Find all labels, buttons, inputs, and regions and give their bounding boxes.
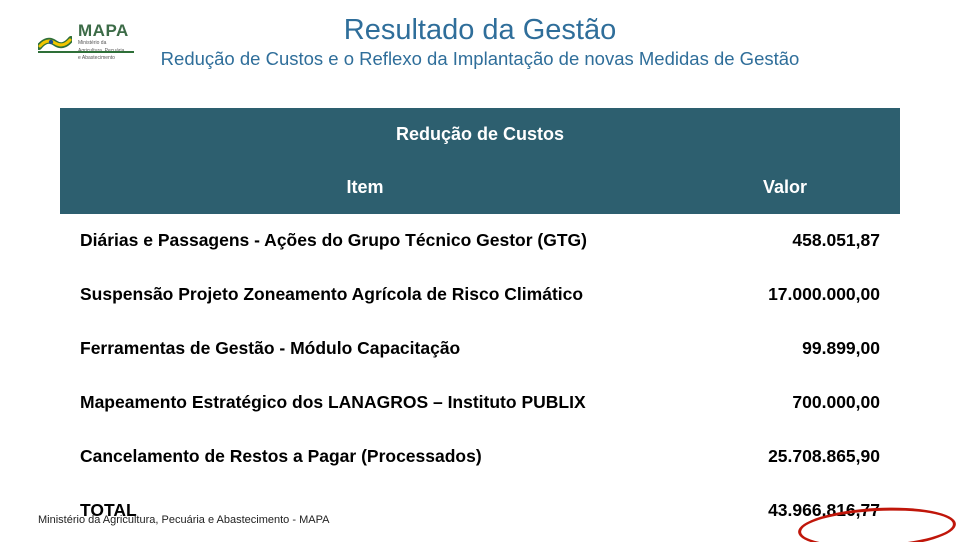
row-label: Diárias e Passagens - Ações do Grupo Téc… bbox=[60, 214, 670, 268]
col-valor: Valor bbox=[670, 161, 900, 214]
table-row: Diárias e Passagens - Ações do Grupo Téc… bbox=[60, 214, 900, 268]
row-value: 458.051,87 bbox=[670, 214, 900, 268]
row-label: Mapeamento Estratégico dos LANAGROS – In… bbox=[60, 376, 670, 430]
table-row: Ferramentas de Gestão - Módulo Capacitaç… bbox=[60, 322, 900, 376]
row-value: 99.899,00 bbox=[670, 322, 900, 376]
table-row-total: TOTAL 43.966.816,77 bbox=[60, 484, 900, 538]
table-row: Cancelamento de Restos a Pagar (Processa… bbox=[60, 430, 900, 484]
row-value: 25.708.865,90 bbox=[670, 430, 900, 484]
row-label: TOTAL bbox=[60, 484, 670, 538]
row-label: Suspensão Projeto Zoneamento Agrícola de… bbox=[60, 268, 670, 322]
cost-table: Redução de Custos Item Valor Diárias e P… bbox=[60, 108, 900, 538]
row-label: Cancelamento de Restos a Pagar (Processa… bbox=[60, 430, 670, 484]
table-section-title: Redução de Custos bbox=[60, 108, 900, 161]
page-subtitle: Redução de Custos e o Reflexo da Implant… bbox=[0, 48, 960, 70]
row-value: 700.000,00 bbox=[670, 376, 900, 430]
table-row: Suspensão Projeto Zoneamento Agrícola de… bbox=[60, 268, 900, 322]
col-item: Item bbox=[60, 161, 670, 214]
page-title: Resultado da Gestão bbox=[0, 14, 960, 47]
row-value: 17.000.000,00 bbox=[670, 268, 900, 322]
footer-text: Ministério da Agricultura, Pecuária e Ab… bbox=[38, 514, 329, 526]
row-value: 43.966.816,77 bbox=[670, 484, 900, 538]
table-row: Mapeamento Estratégico dos LANAGROS – In… bbox=[60, 376, 900, 430]
row-label: Ferramentas de Gestão - Módulo Capacitaç… bbox=[60, 322, 670, 376]
